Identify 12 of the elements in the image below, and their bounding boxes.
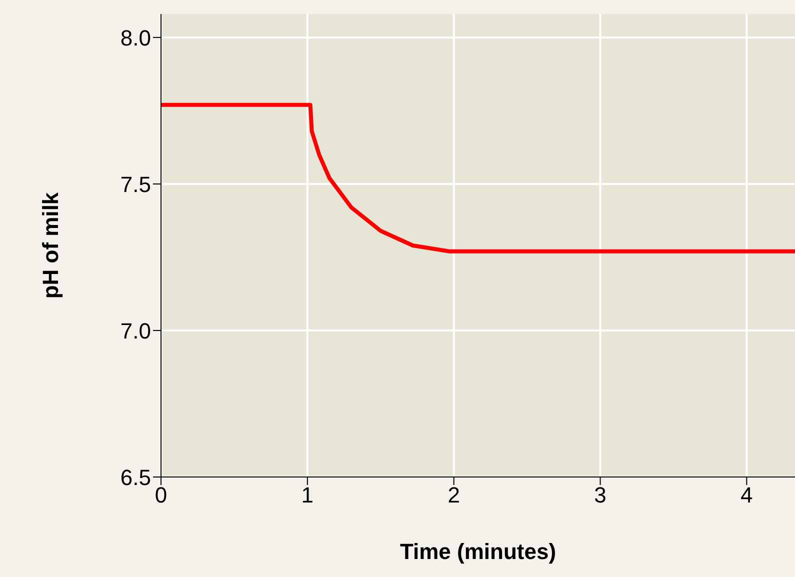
y-tick-label: 7.5 [120,172,151,197]
y-tick-label: 7.0 [120,318,151,344]
y-axis-title: pH of milk [38,192,63,299]
x-tick-label: 0 [154,482,168,508]
x-tick-label: 1 [301,482,314,508]
x-tick-label: 2 [448,482,460,508]
x-tick-label: 3 [594,482,606,508]
y-tick-label: 6.5 [120,464,151,490]
y-tick-label: 8.0 [120,25,151,50]
x-axis-title: Time (minutes) [400,539,556,564]
line-series [161,102,795,254]
x-tick-label: 4 [740,482,753,508]
